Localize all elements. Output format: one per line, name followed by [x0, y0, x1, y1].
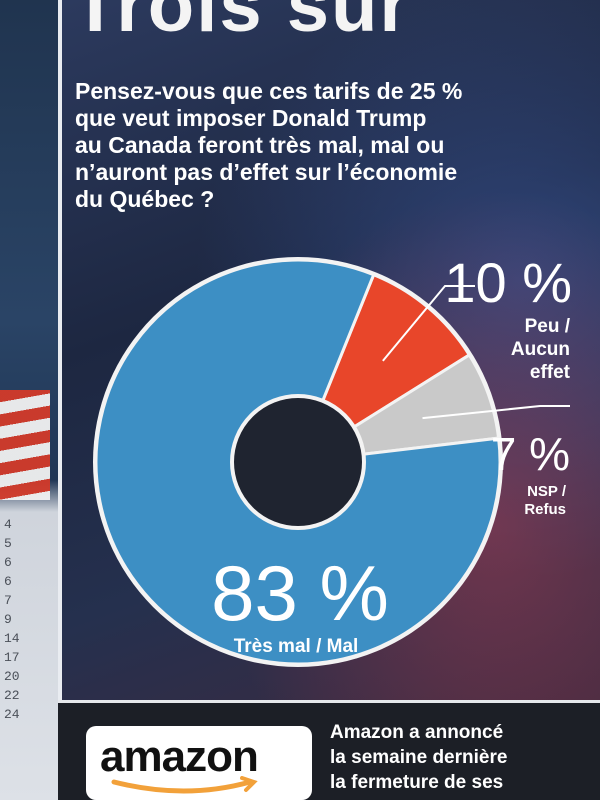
row-numbers-list: 4 5 6 6 7 9 14 17 20 22 24 — [0, 515, 60, 724]
row-number: 7 — [4, 593, 12, 608]
survey-question: Pensez-vous que ces tarifs de 25 % que v… — [75, 78, 463, 212]
row-number: 5 — [4, 536, 12, 551]
flag-stripes-image — [0, 390, 50, 500]
leader-line-peu-aucun — [382, 285, 475, 362]
slice-name-label: effet — [530, 362, 571, 383]
row-number: 4 — [4, 517, 12, 532]
left-column-strip: 4 5 6 6 7 9 14 17 20 22 24 — [0, 0, 62, 800]
amazon-smile-icon — [111, 776, 258, 794]
data-label-pct: 7 % — [491, 428, 570, 480]
column-divider — [58, 0, 62, 800]
slice-name-label: Refus — [524, 501, 566, 518]
slice-name-label: Aucun — [511, 339, 570, 360]
row-number: 22 — [4, 688, 20, 703]
row-number: 24 — [4, 707, 20, 722]
donut-hole — [230, 394, 366, 530]
slice-name-label: Très mal / Mal — [234, 636, 359, 657]
amazon-logo: amazon — [100, 732, 259, 781]
row-number: 6 — [4, 574, 12, 589]
slice-name-label: Peu / — [525, 316, 571, 337]
leader-line-nsp — [422, 405, 570, 420]
row-number: 14 — [4, 631, 20, 646]
data-label-pct: 83 % — [211, 549, 389, 637]
slice-name-label: NSP / — [527, 483, 567, 500]
headline-fragment: Trois sur — [72, 0, 592, 32]
row-number: 17 — [4, 650, 20, 665]
news-teaser-text: Amazon a annoncé la semaine dernière la … — [330, 722, 508, 793]
row-number: 20 — [4, 669, 20, 684]
amazon-logo-box: amazon — [86, 726, 312, 800]
data-label-pct: 10 % — [444, 251, 572, 314]
row-number: 9 — [4, 612, 12, 627]
row-number: 6 — [4, 555, 12, 570]
